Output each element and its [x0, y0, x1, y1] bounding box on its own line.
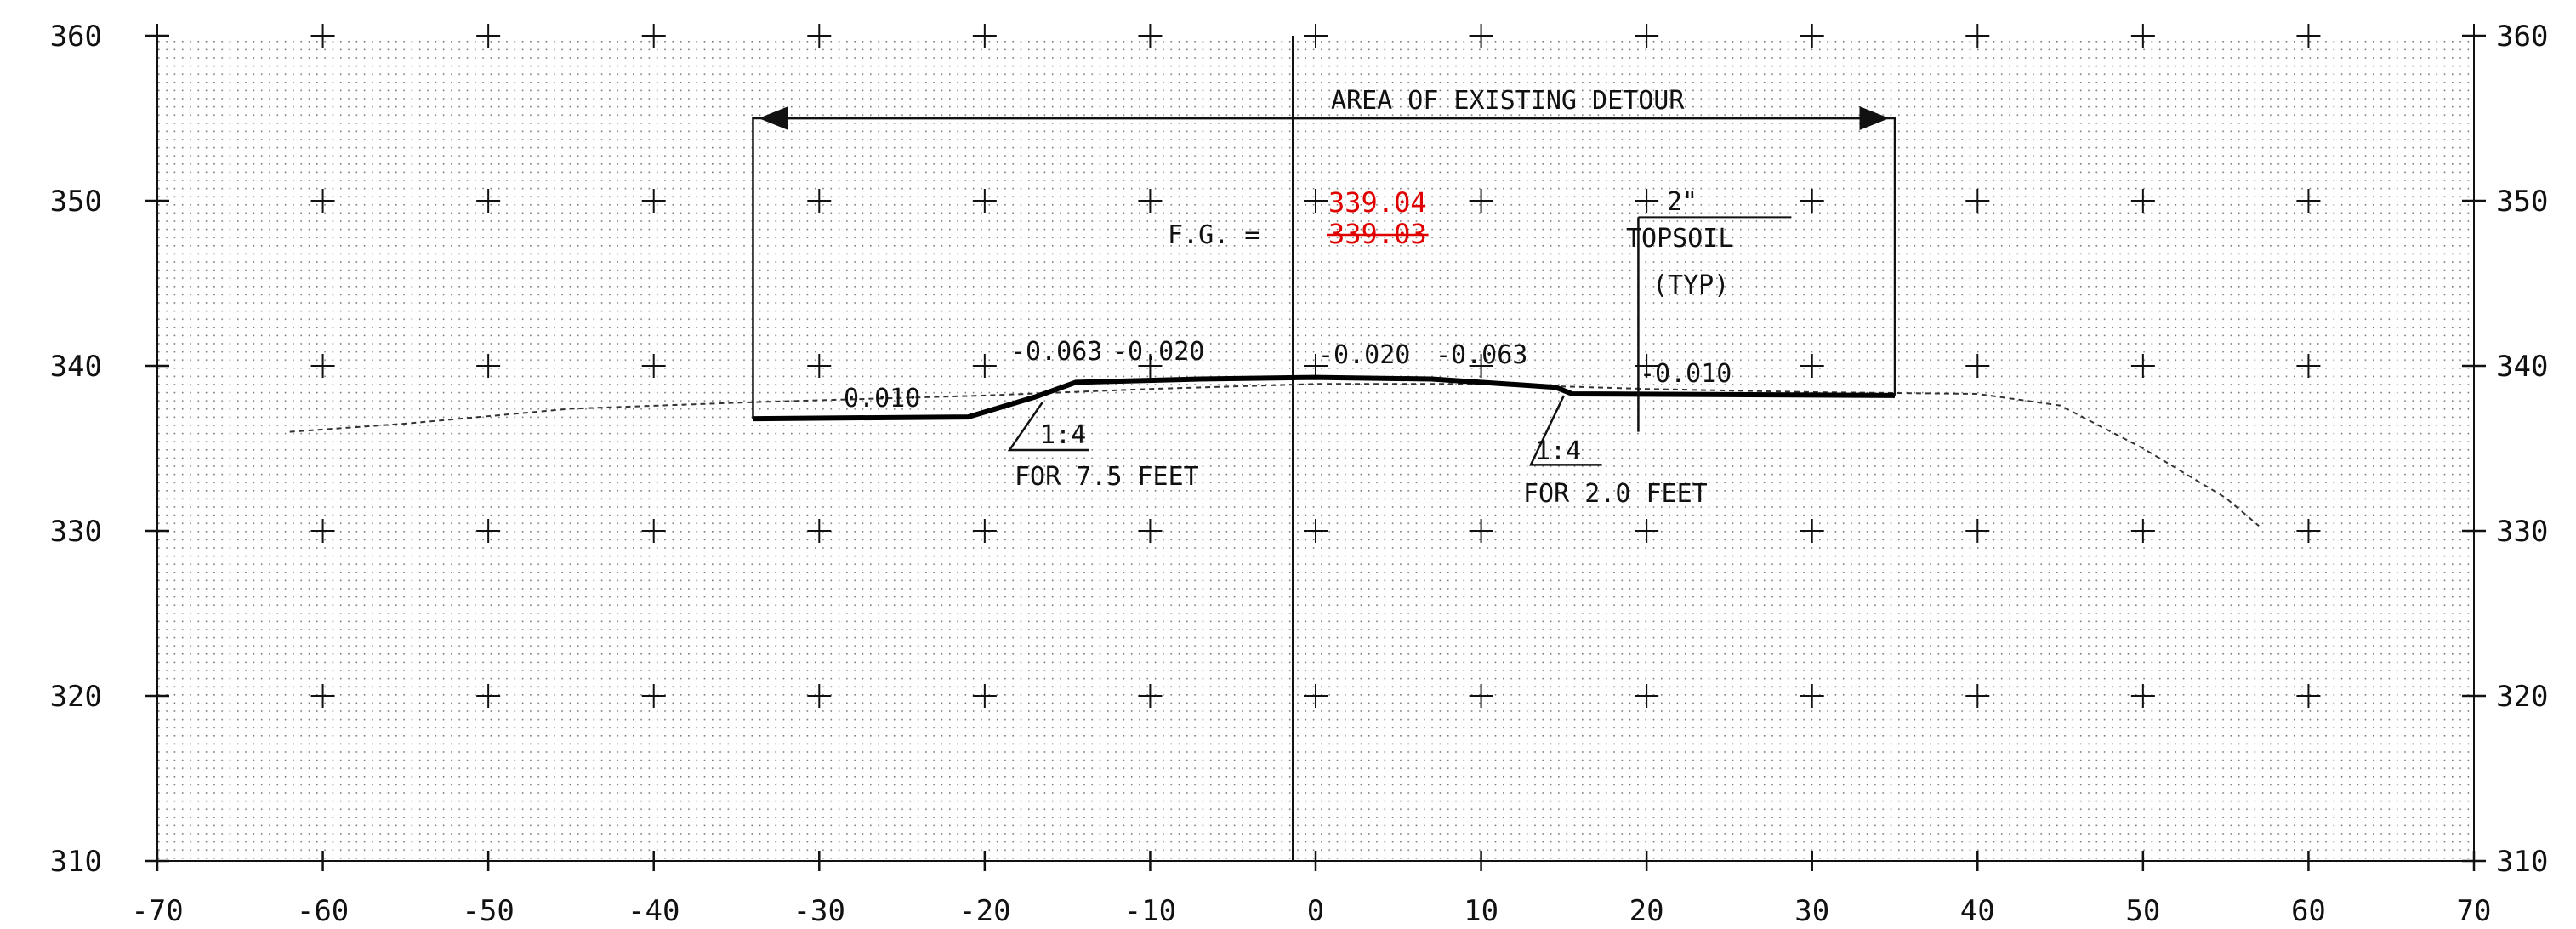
finished-grade-new-value: 339.04: [1328, 186, 1427, 219]
slope-ratio-right-mark: [1528, 395, 1602, 466]
y-tick-label-right: 320: [2496, 680, 2548, 714]
y-tick-label-left: 340: [50, 350, 102, 384]
y-tick-label-left: 310: [50, 845, 102, 879]
finished-grade-prefix: F.G. =: [1168, 220, 1260, 250]
y-tick-label-left: 360: [50, 20, 102, 54]
x-tick-label: -50: [462, 894, 514, 928]
slope-ratio-left-label: 1:4: [1040, 420, 1086, 450]
proposed-section-line: [753, 374, 1896, 422]
area-detour-label: AREA OF EXISTING DETOUR: [1331, 86, 1685, 116]
x-tick-label: 70: [2457, 894, 2492, 928]
x-tick-label: 50: [2125, 894, 2160, 928]
slope-label-right-inner: -0.020: [1318, 340, 1410, 370]
slope-ratio-left-note: FOR 7.5 FEET: [1015, 462, 1199, 492]
y-tick-label-left: 320: [50, 680, 102, 714]
axis-ticks: [145, 34, 2486, 871]
x-tick-label: 60: [2291, 894, 2326, 928]
y-tick-label-right: 360: [2496, 20, 2548, 54]
y-tick-label-right: 310: [2496, 845, 2548, 879]
y-tick-labels: 310 310 320 320 330 330 340 340 350 350 360 360: [50, 20, 2549, 879]
x-tick-labels: -70 -60 -50 -40 -30 -20 -10 0 10 20 30 40 50 60 70: [131, 894, 2491, 928]
slope-label-left-shoulder: 0.010: [844, 384, 920, 413]
x-tick-label: 40: [1960, 894, 1995, 928]
slope-label-right-shoulder: -0.010: [1640, 359, 1732, 389]
x-tick-label: -40: [628, 894, 680, 928]
x-tick-label: -20: [958, 894, 1010, 928]
x-tick-label: -30: [793, 894, 845, 928]
slope-ratio-right-note: FOR 2.0 FEET: [1523, 479, 1708, 509]
y-tick-label-left: 330: [50, 515, 102, 549]
slope-ratio-left-mark: [1007, 401, 1089, 452]
y-tick-label-right: 350: [2496, 185, 2548, 219]
dotted-grid-area: [157, 36, 2474, 861]
topsoil-label: TOPSOIL: [1626, 224, 1733, 254]
topsoil-typ-label: (TYP): [1652, 271, 1729, 300]
x-tick-label: -70: [131, 894, 183, 928]
slope-label-right-outer: -0.063: [1436, 340, 1527, 370]
finished-grade-old-value: 339.03: [1328, 218, 1427, 250]
x-tick-label: -60: [297, 894, 349, 928]
topsoil-depth-label: 2": [1667, 187, 1697, 217]
slope-label-left-outer: -0.063: [1010, 337, 1102, 367]
slope-ratio-right-label: 1:4: [1535, 436, 1581, 466]
x-tick-label: 0: [1307, 894, 1324, 928]
slope-label-left-inner: -0.020: [1112, 337, 1204, 367]
y-tick-label-right: 340: [2496, 350, 2548, 384]
y-tick-label-right: 330: [2496, 515, 2548, 549]
x-tick-label: -10: [1124, 894, 1176, 928]
x-tick-label: 20: [1629, 894, 1664, 928]
y-tick-label-left: 350: [50, 185, 102, 219]
x-tick-label: 10: [1464, 894, 1498, 928]
x-tick-label: 30: [1794, 894, 1829, 928]
